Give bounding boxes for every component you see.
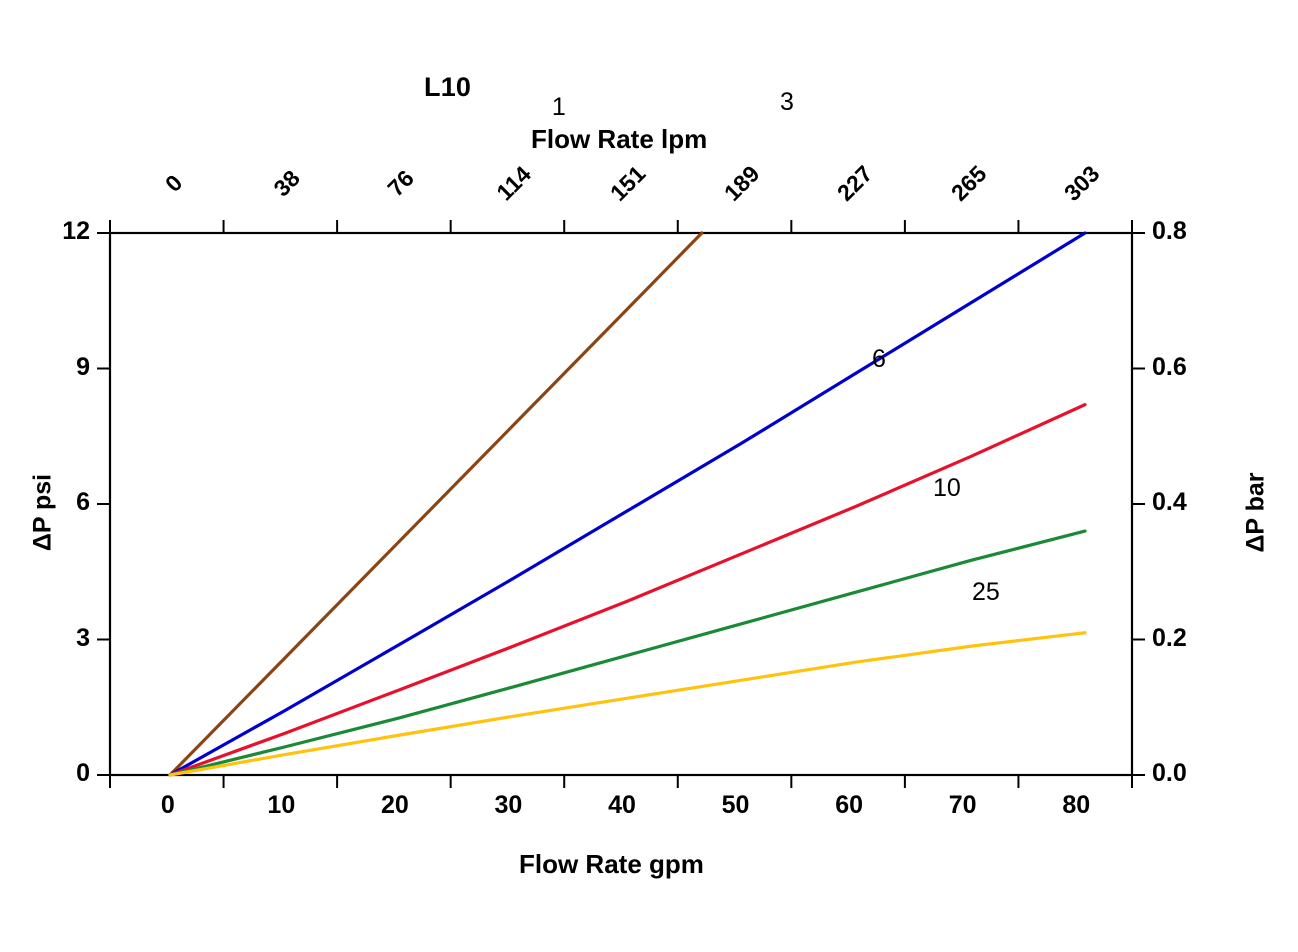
top-axis-title: Flow Rate lpm [531,124,708,154]
curve-label-6: 6 [872,344,886,373]
data-curves [168,231,1087,777]
x-tick-label-40: 40 [608,791,636,819]
y-tick-label-12: 12 [62,217,90,245]
x-tick-label-80: 80 [1062,791,1091,819]
y2-axis-ticks [1132,232,1145,776]
curve-label-25: 25 [972,577,1000,606]
chart-title: L10 [424,72,472,102]
y2-tick-label-0-2: 0.2 [1152,623,1187,652]
curve-6 [168,403,1087,777]
y2-tick-label-0-0: 0.0 [1152,759,1187,787]
y2-tick-label-0-6: 0.6 [1152,352,1187,381]
y-tick-label-6: 6 [76,488,90,516]
x-tick-label-70: 70 [948,791,977,819]
y2-tick-label-0-4: 0.4 [1152,488,1187,516]
x2-axis-ticks [109,220,1133,233]
plot-frame [108,231,1134,777]
bottom-axis-title: Flow Rate gpm [519,849,704,879]
curve-10 [168,529,1087,777]
y-tick-label-0: 0 [76,759,90,787]
curve-label-1: 1 [551,93,566,121]
x-tick-label-30: 30 [494,791,523,819]
x-tick-label-10: 10 [267,791,296,819]
curve-label-10: 10 [933,474,961,503]
curve-25 [168,631,1087,777]
y2-tick-label-0-8: 0.8 [1152,217,1187,245]
x-axis-ticks [109,775,1133,788]
y-tick-label-9: 9 [76,352,90,381]
x-tick-label-0: 0 [160,791,175,819]
x-tick-label-50: 50 [721,791,750,819]
y-axis-ticks [97,232,110,776]
x-tick-label-60: 60 [835,791,864,819]
right-axis-title: ΔP bar [1241,472,1270,553]
curve-1 [168,231,704,777]
curve-3 [168,231,1087,777]
curve-label-3: 3 [780,88,794,116]
x-tick-label-20: 20 [380,791,409,819]
y-tick-label-3: 3 [76,623,90,652]
